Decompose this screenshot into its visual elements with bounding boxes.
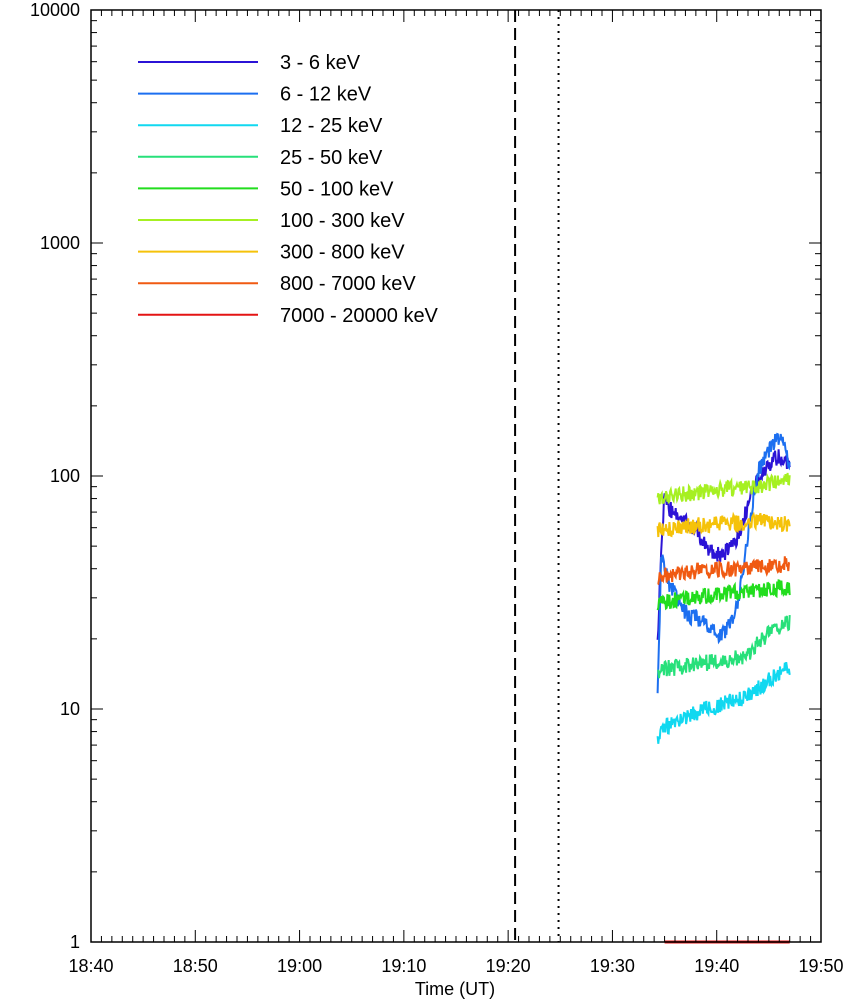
y-tick-label: 100 <box>50 466 80 486</box>
series-line-4 <box>656 615 791 679</box>
axes: 18:40 18:50 19:00 19:10 19:20 19:30 19:40 19:50… <box>30 0 844 999</box>
legend-label: 7000 - 20000 keV <box>280 305 439 327</box>
x-tick-label: 19:20 <box>486 956 531 976</box>
y-tick-label: 1000 <box>40 233 80 253</box>
series-line-2 <box>656 432 791 694</box>
legend-label: 12 - 25 keV <box>280 115 383 137</box>
y-tick-label: 1 <box>70 932 80 952</box>
plot-frame <box>90 9 822 943</box>
legend-label: 25 - 50 keV <box>280 147 383 169</box>
legend-label: 800 - 7000 keV <box>280 273 416 295</box>
series-line-6 <box>656 472 791 505</box>
series-line-3 <box>656 661 791 744</box>
x-tick-label: 19:10 <box>381 956 426 976</box>
x-axis-label: Time (UT) <box>415 979 495 999</box>
legend-label: 100 - 300 keV <box>280 210 405 232</box>
y-tick-label: 10000 <box>30 0 80 20</box>
series-line-5 <box>656 579 791 611</box>
legend-label: 300 - 800 keV <box>280 242 405 264</box>
x-tick-label: 18:40 <box>68 956 113 976</box>
x-tick-label: 19:30 <box>590 956 635 976</box>
x-tick-label: 19:40 <box>694 956 739 976</box>
series-line-8 <box>657 556 790 586</box>
plot-content <box>514 10 791 944</box>
legend-label: 3 - 6 keV <box>280 52 361 74</box>
legend-label: 50 - 100 keV <box>280 178 394 200</box>
y-tick-label: 10 <box>60 699 80 719</box>
x-axis-ticks: 18:40 18:50 19:00 19:10 19:20 19:30 19:40 19:50 <box>68 10 844 976</box>
series-line-7 <box>656 511 791 538</box>
x-tick-label: 18:50 <box>173 956 218 976</box>
legend-label: 6 - 12 keV <box>280 84 372 106</box>
x-tick-label: 19:50 <box>798 956 843 976</box>
series-line-1 <box>656 449 791 640</box>
x-tick-label: 19:00 <box>277 956 322 976</box>
legend: 3 - 6 keV 6 - 12 keV 12 - 25 keV 25 - 50 ke… <box>138 52 439 327</box>
y-axis-ticks: 1 10 100 1000 10000 <box>30 0 821 952</box>
